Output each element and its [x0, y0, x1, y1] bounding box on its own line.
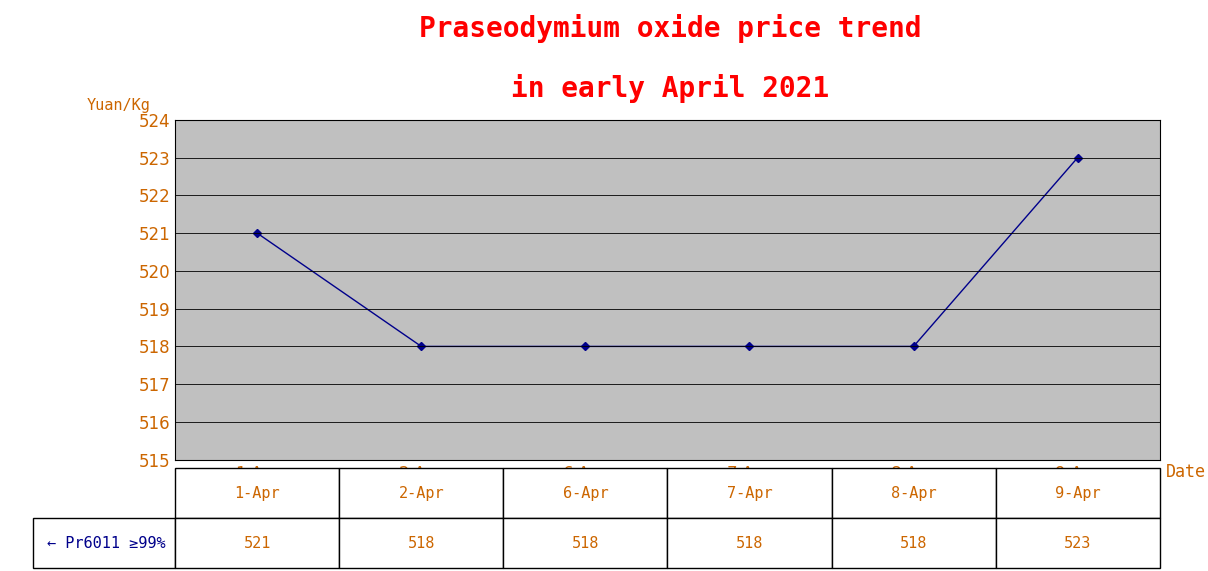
- Text: Yuan/Kg: Yuan/Kg: [87, 98, 151, 113]
- Text: Praseodymium oxide price trend: Praseodymium oxide price trend: [419, 14, 922, 43]
- Text: in early April 2021: in early April 2021: [511, 74, 830, 103]
- Text: Date: Date: [1166, 463, 1206, 481]
